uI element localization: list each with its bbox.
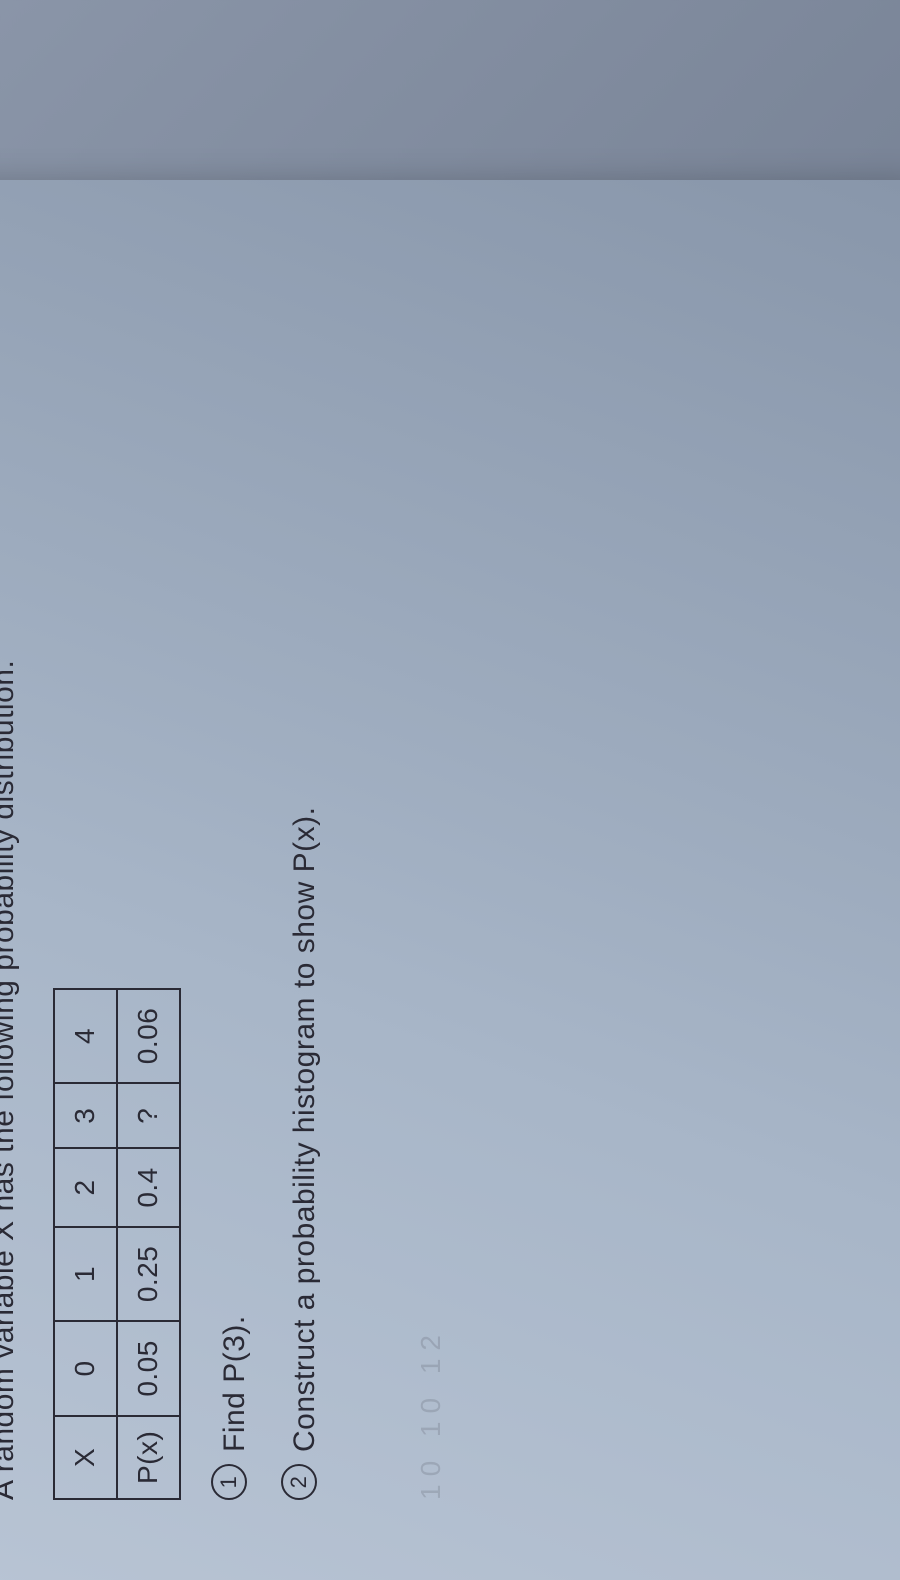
question-marker-icon: 2 bbox=[281, 1464, 317, 1500]
p-cell: 0.25 bbox=[117, 1227, 180, 1322]
row-label-px: P(x) bbox=[117, 1416, 180, 1499]
row-label-x: X bbox=[54, 1416, 117, 1499]
x-cell: 2 bbox=[54, 1148, 117, 1226]
faded-background-marks: 10 10 12 bbox=[409, 260, 454, 1500]
p-cell: 0.05 bbox=[117, 1321, 180, 1416]
table-row: X 0 1 2 3 4 bbox=[54, 989, 117, 1499]
question-text: Construct a probability histogram to sho… bbox=[281, 807, 329, 1452]
p-cell: 0.4 bbox=[117, 1148, 180, 1226]
p-cell: ? bbox=[117, 1083, 180, 1148]
question-text: Find P(3). bbox=[211, 1315, 259, 1452]
x-cell: 3 bbox=[54, 1083, 117, 1148]
x-cell: 4 bbox=[54, 989, 117, 1084]
probability-table: X 0 1 2 3 4 P(x) 0.05 0.25 0.4 ? 0.06 bbox=[53, 988, 181, 1500]
content-area: A random variable X has the following pr… bbox=[0, 260, 453, 1500]
x-cell: 0 bbox=[54, 1321, 117, 1416]
question-marker-icon: 1 bbox=[211, 1464, 247, 1500]
problem-intro: A random variable X has the following pr… bbox=[0, 260, 28, 1500]
question-1: 1 Find P(3). bbox=[211, 260, 259, 1500]
p-cell: 0.06 bbox=[117, 989, 180, 1084]
table-row: P(x) 0.05 0.25 0.4 ? 0.06 bbox=[117, 989, 180, 1499]
x-cell: 1 bbox=[54, 1227, 117, 1322]
question-2: 2 Construct a probability histogram to s… bbox=[281, 260, 329, 1500]
paper-sheet: A random variable X has the following pr… bbox=[0, 180, 900, 1580]
